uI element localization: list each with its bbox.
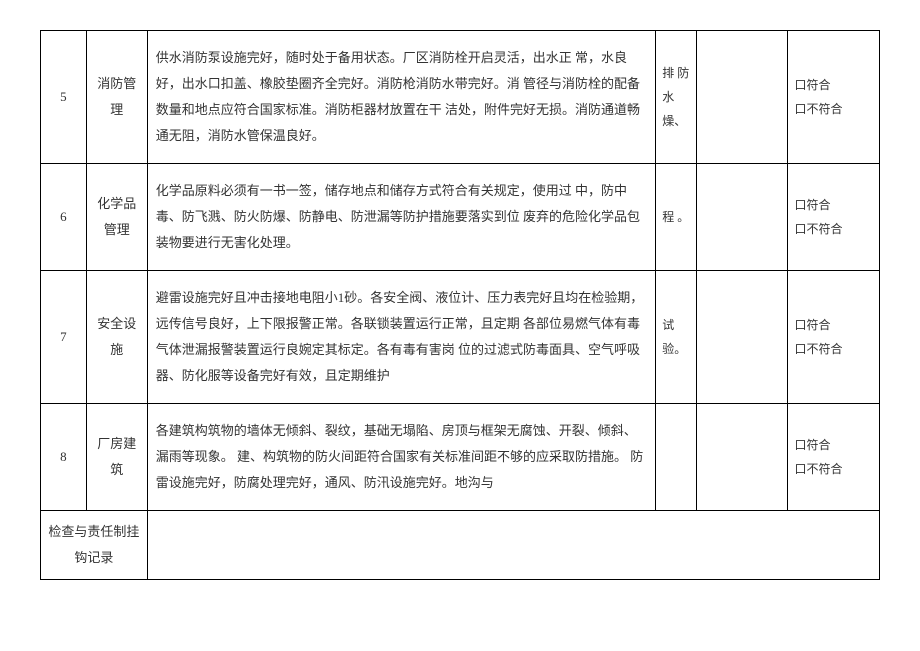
row-number: 8 (41, 404, 87, 511)
table-row: 5 消防管理 供水消防泵设施完好，随时处于备用状态。厂区消防栓开启灵活，出水正 … (41, 31, 880, 164)
table-row: 8 厂房建筑 各建筑构筑物的墙体无倾斜、裂纹，基础无塌陷、房顶与框架无腐蚀、开裂… (41, 404, 880, 511)
row-description: 避雷设施完好且冲击接地电阻小1砂。各安全阀、液位计、压力表完好且均在检验期，远传… (147, 271, 655, 404)
row-number: 7 (41, 271, 87, 404)
check-no: 口不符合 (794, 337, 873, 361)
footer-row: 检查与责任制挂 钩记录 (41, 511, 880, 580)
row-note: 排 防水 燥、 (656, 31, 697, 164)
row-check: 口符合 口不符合 (788, 271, 880, 404)
check-yes: 口符合 (794, 193, 873, 217)
table-row: 7 安全设施 避雷设施完好且冲击接地电阻小1砂。各安全阀、液位计、压力表完好且均… (41, 271, 880, 404)
row-note (656, 404, 697, 511)
row-blank (696, 164, 788, 271)
row-check: 口符合 口不符合 (788, 31, 880, 164)
check-yes: 口符合 (794, 433, 873, 457)
row-category: 消防管理 (86, 31, 147, 164)
check-no: 口不符合 (794, 97, 873, 121)
row-blank (696, 404, 788, 511)
footer-content (147, 511, 879, 580)
table-row: 6 化学品管理 化学品原料必须有一书一签，储存地点和储存方式符合有关规定，使用过… (41, 164, 880, 271)
footer-label: 检查与责任制挂 钩记录 (41, 511, 148, 580)
check-yes: 口符合 (794, 73, 873, 97)
row-description: 各建筑构筑物的墙体无倾斜、裂纹，基础无塌陷、房顶与框架无腐蚀、开裂、倾斜、 漏雨… (147, 404, 655, 511)
row-category: 安全设施 (86, 271, 147, 404)
row-blank (696, 271, 788, 404)
row-number: 6 (41, 164, 87, 271)
row-category: 厂房建筑 (86, 404, 147, 511)
row-blank (696, 31, 788, 164)
check-yes: 口符合 (794, 313, 873, 337)
row-category: 化学品管理 (86, 164, 147, 271)
row-description: 供水消防泵设施完好，随时处于备用状态。厂区消防栓开启灵活，出水正 常，水良好，出… (147, 31, 655, 164)
row-description: 化学品原料必须有一书一签，储存地点和储存方式符合有关规定，使用过 中，防中毒、防… (147, 164, 655, 271)
row-note: 试验。 (656, 271, 697, 404)
check-no: 口不符合 (794, 217, 873, 241)
row-number: 5 (41, 31, 87, 164)
inspection-table: 5 消防管理 供水消防泵设施完好，随时处于备用状态。厂区消防栓开启灵活，出水正 … (40, 30, 880, 580)
check-no: 口不符合 (794, 457, 873, 481)
row-check: 口符合 口不符合 (788, 164, 880, 271)
row-check: 口符合 口不符合 (788, 404, 880, 511)
row-note: 程 。 (656, 164, 697, 271)
